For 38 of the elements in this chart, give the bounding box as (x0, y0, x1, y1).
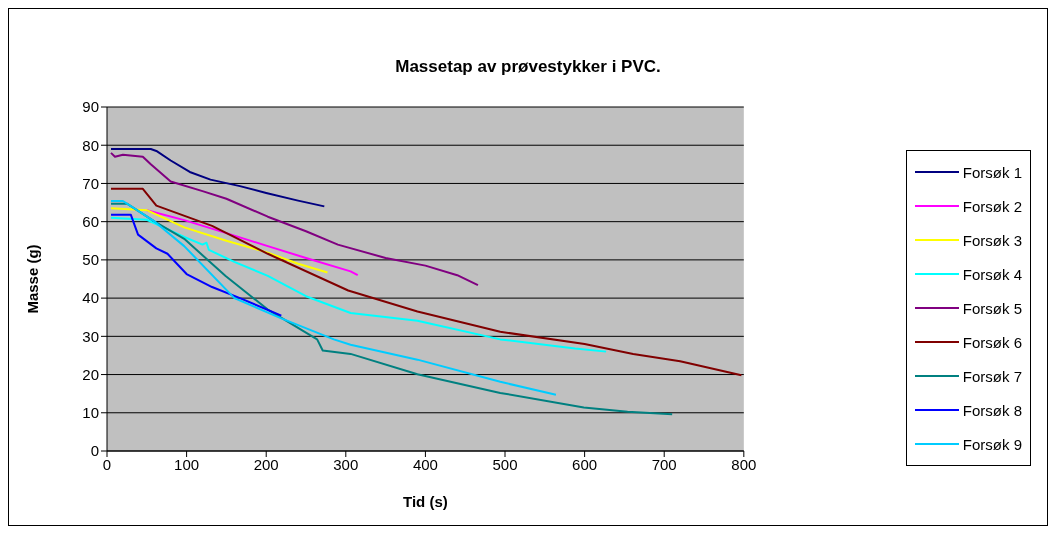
x-tick-label: 700 (651, 455, 677, 473)
y-tick-label: 90 (82, 98, 99, 116)
line-series (109, 151, 479, 287)
y-tick-label: 50 (82, 251, 99, 269)
legend-label: Forsøk 4 (962, 265, 1022, 283)
x-tick-label: 600 (572, 455, 598, 473)
y-tick-label: 20 (82, 365, 99, 383)
legend-label: Forsøk 6 (962, 333, 1022, 351)
line-series (109, 213, 283, 317)
line-series (109, 200, 557, 396)
y-tick-label: 80 (82, 136, 99, 154)
y-tick-label: 0 (90, 442, 99, 460)
legend-label: Forsøk 2 (962, 197, 1022, 215)
y-tick-label: 40 (82, 289, 99, 307)
line-series (109, 202, 674, 416)
x-tick-label: 200 (253, 455, 279, 473)
x-tick-label: 500 (492, 455, 518, 473)
x-tick-label: 0 (102, 455, 112, 473)
legend-label: Forsøk 5 (962, 299, 1022, 317)
x-tick-label: 400 (412, 455, 438, 473)
legend-label: Forsøk 7 (962, 367, 1022, 385)
line-series (109, 148, 326, 208)
y-tick-label: 30 (82, 327, 99, 345)
line-series (109, 207, 329, 274)
x-tick-label: 100 (174, 455, 200, 473)
line-series (109, 216, 608, 353)
legend-label: Forsøk 8 (962, 401, 1022, 419)
legend-label: Forsøk 9 (962, 435, 1022, 453)
x-axis-title: Tid (s) (403, 493, 448, 510)
y-tick-label: 10 (82, 404, 99, 422)
y-axis-title: Masse (g) (24, 244, 42, 314)
x-tick-label: 800 (731, 455, 757, 473)
legend-label: Forsøk 3 (962, 231, 1022, 249)
legend-label: Forsøk 1 (962, 163, 1022, 181)
y-tick-label: 70 (82, 174, 99, 192)
x-tick-label: 300 (333, 455, 359, 473)
chart-title: Massetap av prøvestykker i PVC. (394, 57, 662, 78)
y-tick-label: 60 (82, 212, 99, 230)
